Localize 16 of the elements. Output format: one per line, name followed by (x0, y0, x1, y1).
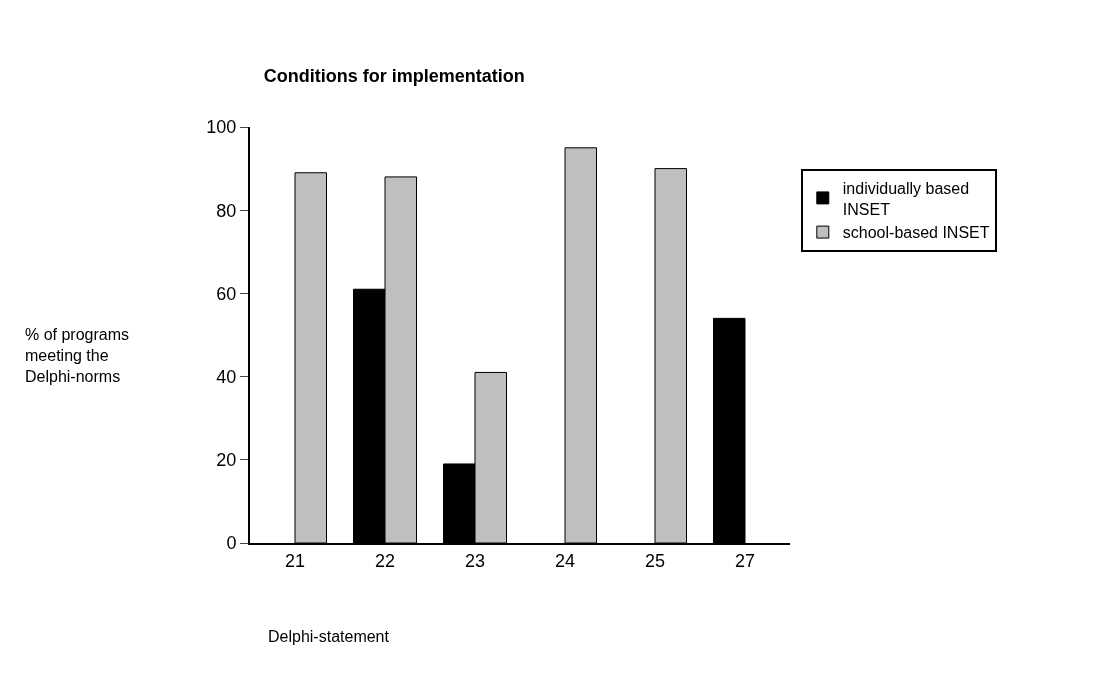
y-axis-title: % of programs meeting the Delphi-norms (25, 326, 130, 385)
x-tick-label: 24 (554, 550, 576, 571)
y-tick-label: 100 (206, 117, 237, 138)
x-tick-label: 27 (734, 550, 756, 571)
legend-label: school-based INSET (842, 224, 990, 242)
y-tick-label: 40 (216, 366, 237, 387)
x-axis-title: Delphi-statement (268, 628, 390, 645)
x-tick-label: 25 (644, 550, 666, 571)
x-tick-label: 22 (374, 550, 396, 571)
y-tick-label: 60 (216, 283, 237, 304)
x-tick-label: 23 (464, 550, 486, 571)
x-tick-label: 21 (284, 550, 306, 571)
chart-title: Conditions for implementation (263, 66, 525, 87)
y-tick-label: 80 (216, 200, 237, 221)
y-tick-label: 0 (226, 533, 237, 554)
y-tick-label: 20 (216, 450, 237, 471)
